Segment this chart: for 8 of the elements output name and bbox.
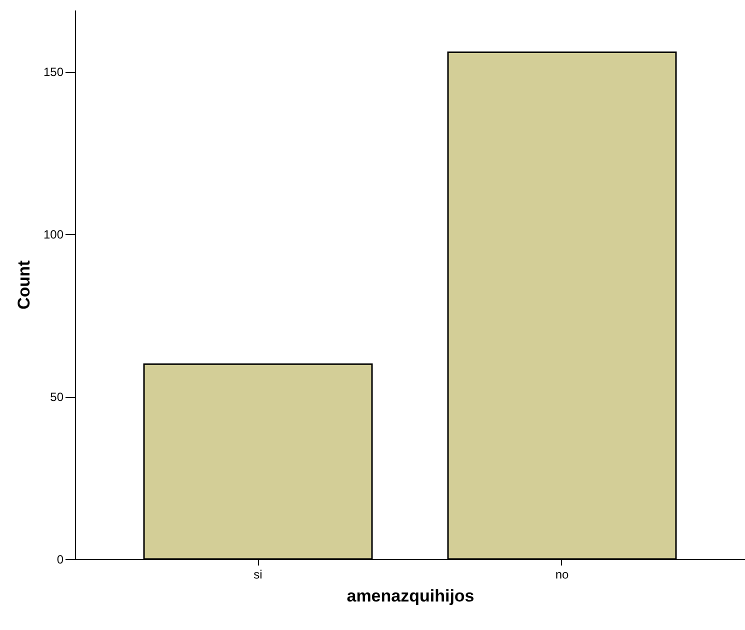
x-axis-title: amenazquihijos [346, 586, 474, 606]
y-axis-title: Count [14, 260, 34, 310]
x-tick-label: no [555, 568, 569, 582]
y-tick-label: 150 [43, 65, 64, 80]
y-tick-label: 100 [43, 228, 64, 242]
y-tick-label: 0 [56, 552, 64, 566]
y-tick-label: 50 [50, 390, 64, 404]
x-tick-label: si [254, 568, 262, 582]
